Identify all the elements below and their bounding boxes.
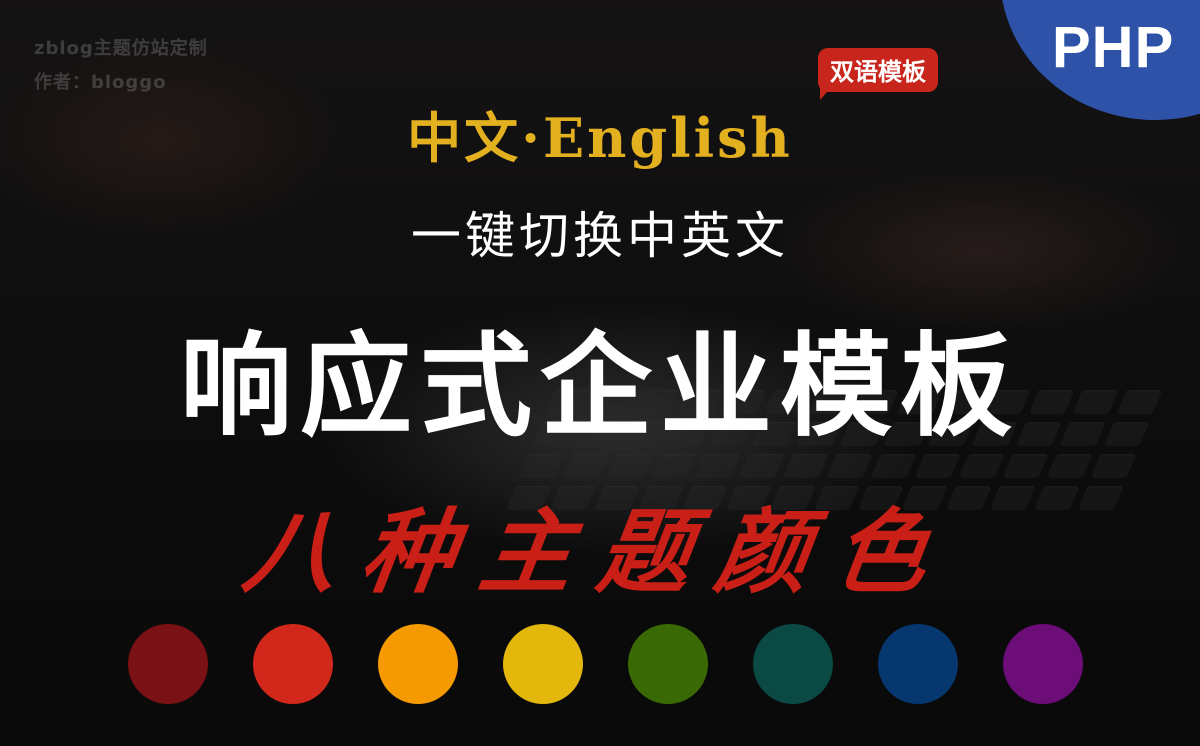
color-swatch-purple — [1003, 624, 1083, 704]
watermark-title: zblog主题仿站定制 — [34, 38, 208, 59]
color-swatch-navy — [878, 624, 958, 704]
color-swatch-red — [253, 624, 333, 704]
color-swatch-orange — [378, 624, 458, 704]
color-swatch-green — [628, 624, 708, 704]
color-swatch-teal — [753, 624, 833, 704]
badge-tail — [820, 84, 834, 100]
color-swatches — [128, 624, 1088, 706]
languages-heading: 中文·English — [407, 106, 793, 170]
switch-subheading: 一键切换中英文 — [411, 207, 789, 265]
color-swatch-yellow — [503, 624, 583, 704]
watermark-author: 作者：bloggo — [34, 72, 167, 93]
php-label: PHP — [1052, 15, 1175, 80]
color-swatch-dark-red — [128, 624, 208, 704]
main-title: 响应式企业模板 — [180, 322, 1020, 452]
theme-colors-heading: 八种主题颜色 — [237, 498, 961, 606]
bilingual-badge: 双语模板 — [818, 48, 938, 92]
